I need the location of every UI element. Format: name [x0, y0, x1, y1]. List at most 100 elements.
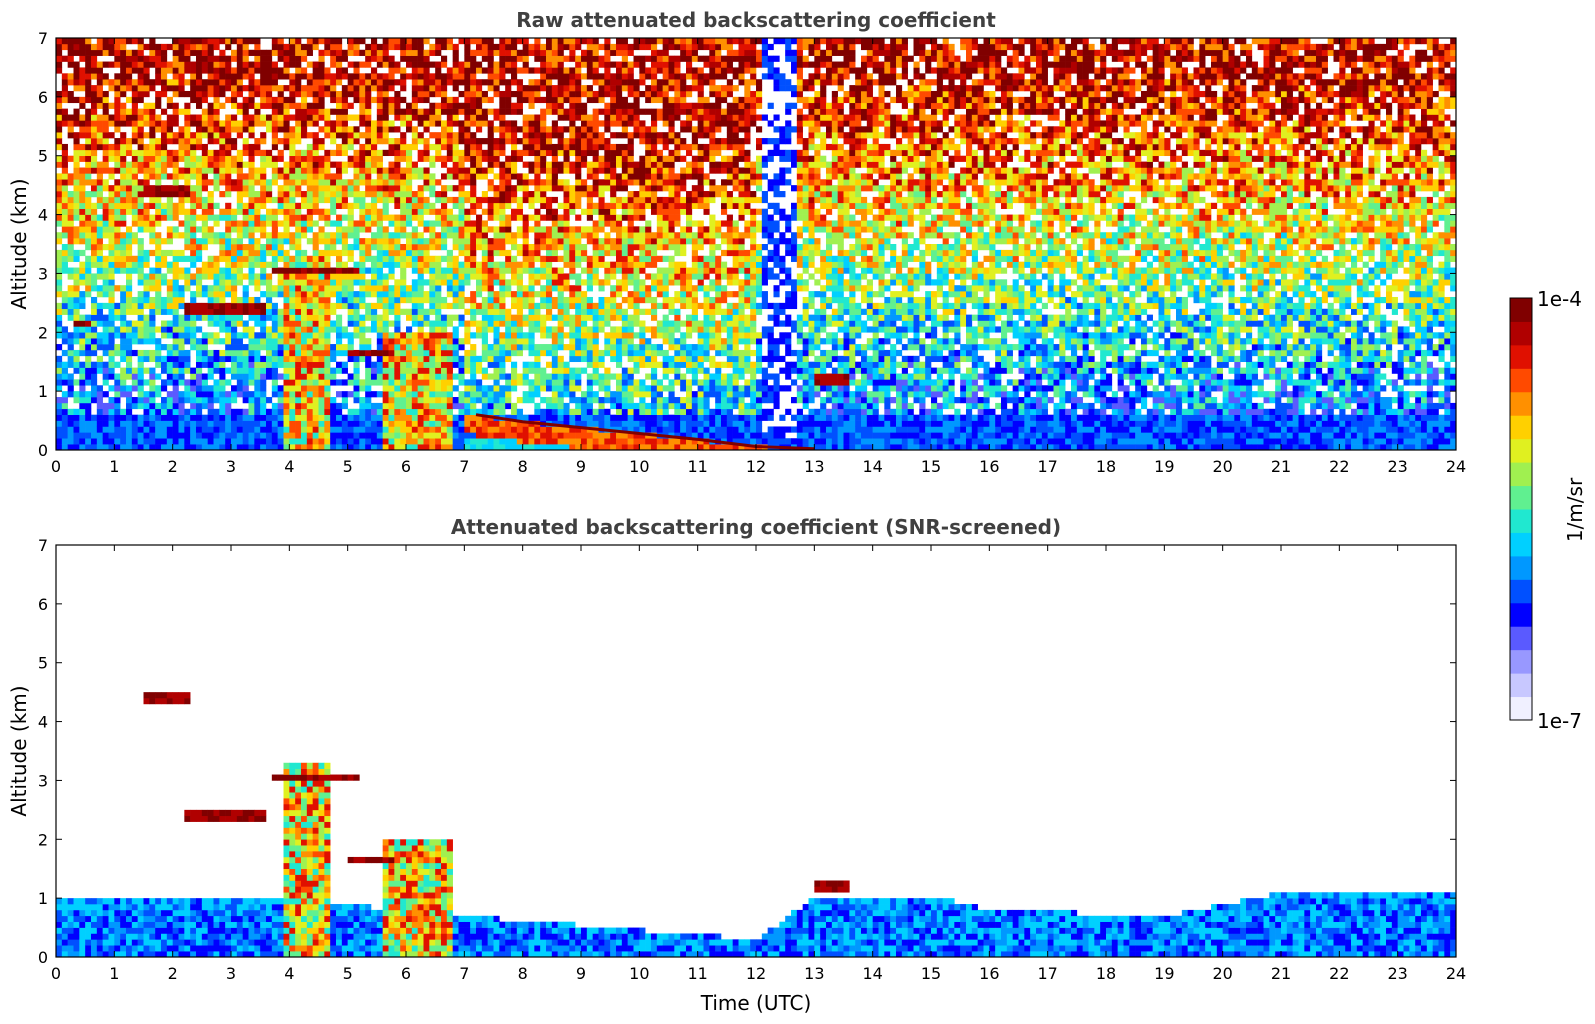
heatmap-cell [295, 232, 302, 239]
heatmap-cell [85, 49, 92, 56]
heatmap-cell [429, 102, 436, 109]
heatmap-cell [85, 226, 92, 233]
heatmap-cell [429, 61, 436, 68]
heatmap-cell [96, 85, 103, 92]
heatmap-cell [301, 273, 308, 280]
heatmap-cell [149, 385, 156, 392]
heatmap-cell [271, 438, 278, 445]
heatmap-cell [534, 138, 541, 145]
heatmap-cell [365, 90, 372, 98]
heatmap-cell [330, 349, 337, 357]
heatmap-cell [371, 238, 378, 245]
heatmap-cell [341, 167, 348, 174]
heatmap-cell [505, 326, 512, 333]
heatmap-cell [429, 208, 436, 215]
heatmap-cell [207, 291, 214, 298]
heatmap-cell [499, 296, 506, 304]
heatmap-cell [522, 61, 529, 68]
heatmap-cell [236, 191, 243, 198]
heatmap-cell [493, 138, 500, 145]
heatmap-cell [511, 232, 518, 239]
heatmap-cell [166, 414, 173, 421]
heatmap-cell [126, 120, 133, 127]
heatmap-cell [137, 167, 144, 174]
heatmap-cell [493, 326, 500, 333]
heatmap-cell [225, 114, 232, 121]
heatmap-cell [120, 420, 127, 427]
heatmap-cell [207, 338, 214, 345]
heatmap-cell [330, 244, 337, 251]
heatmap-cell [476, 302, 483, 310]
heatmap-cell [423, 367, 430, 374]
heatmap-cell [359, 379, 366, 386]
heatmap-cell [248, 391, 255, 398]
heatmap-cell [131, 338, 138, 345]
heatmap-cell [73, 85, 80, 92]
heatmap-cell [499, 143, 506, 151]
heatmap-cell [481, 79, 488, 86]
heatmap-cell [108, 208, 115, 215]
heatmap-cell [499, 244, 506, 251]
heatmap-cell [330, 202, 337, 209]
heatmap-cell [149, 102, 156, 109]
heatmap-cell [417, 397, 424, 404]
heatmap-cell [458, 273, 465, 280]
heatmap-cell [505, 232, 512, 239]
heatmap-cell [289, 244, 296, 251]
heatmap-cell [219, 179, 226, 186]
heatmap-cell [388, 408, 395, 415]
heatmap-cell [376, 355, 383, 363]
heatmap-cell [266, 120, 273, 127]
heatmap-cell [446, 349, 453, 357]
heatmap-cell [382, 126, 389, 133]
heatmap-cell [289, 132, 296, 139]
heatmap-cell [178, 326, 185, 333]
heatmap-cell [382, 308, 389, 315]
heatmap-cell [248, 155, 255, 162]
heatmap-cell [219, 385, 226, 392]
heatmap-cell [458, 61, 465, 68]
heatmap-cell [400, 191, 407, 198]
heatmap-cell [371, 96, 378, 104]
heatmap-cell [196, 61, 203, 68]
heatmap-cell [172, 249, 179, 257]
heatmap-cell [446, 332, 453, 339]
heatmap-cell [382, 85, 389, 92]
heatmap-cell [283, 408, 290, 415]
heatmap-cell [534, 267, 541, 274]
heatmap-cell [528, 255, 535, 262]
heatmap-cell [481, 220, 488, 227]
heatmap-cell [114, 202, 121, 209]
heatmap-cell [254, 149, 261, 157]
heatmap-cell [248, 402, 255, 410]
heatmap-cell [476, 61, 483, 68]
heatmap-cell [306, 61, 313, 68]
heatmap-cell [248, 373, 255, 380]
heatmap-cell [120, 202, 127, 209]
heatmap-cell [73, 67, 80, 74]
heatmap-cell [336, 161, 343, 168]
heatmap-cell [295, 355, 302, 363]
heatmap-cell [131, 196, 138, 204]
heatmap-cell [540, 397, 547, 404]
heatmap-cell [487, 208, 494, 215]
heatmap-cell [376, 238, 383, 245]
heatmap-cell [85, 285, 92, 292]
heatmap-cell [137, 397, 144, 404]
heatmap-cell [330, 238, 337, 245]
heatmap-cell [172, 355, 179, 363]
heatmap-cell [178, 338, 185, 345]
heatmap-cell [411, 438, 418, 445]
heatmap-cell [493, 173, 500, 180]
heatmap-cell [394, 185, 401, 192]
heatmap-cell [382, 402, 389, 410]
heatmap-cell [172, 285, 179, 292]
heatmap-cell [476, 96, 483, 104]
heatmap-cell [149, 191, 156, 198]
heatmap-cell [96, 220, 103, 227]
heatmap-cell [283, 432, 290, 439]
heatmap-cell [429, 120, 436, 127]
heatmap-cell [231, 255, 238, 262]
heatmap-cell [126, 96, 133, 104]
heatmap-cell [289, 267, 296, 274]
